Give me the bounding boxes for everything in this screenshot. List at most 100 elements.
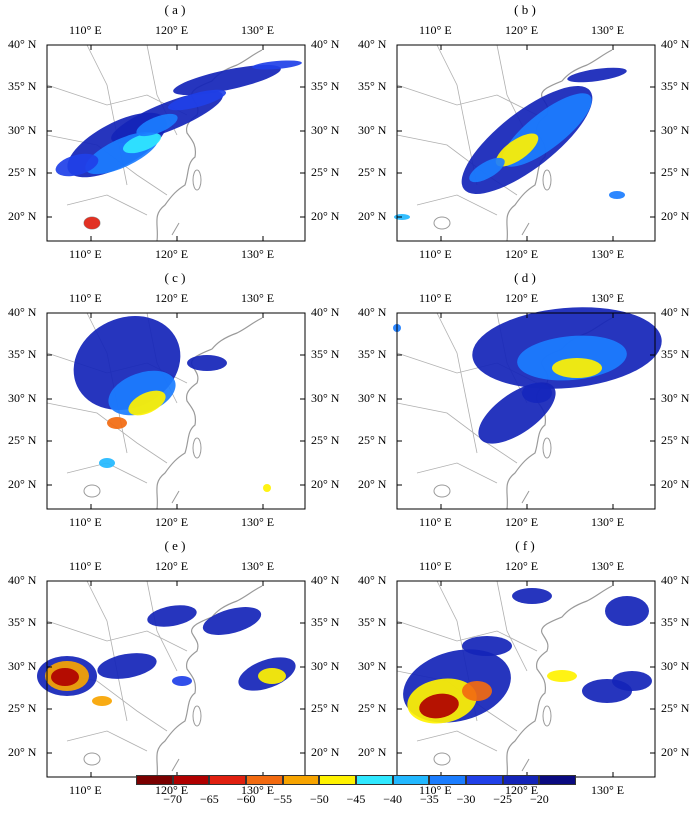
panel-label: ( c ) xyxy=(164,270,186,285)
lat-tick-label: 35° N xyxy=(311,615,340,629)
lat-tick-label: 40° N xyxy=(311,37,340,51)
lat-tick-label: 20° N xyxy=(8,745,37,759)
lon-tick-label: 120° E xyxy=(505,291,539,305)
cloud-area xyxy=(173,64,281,96)
lon-tick-label: 120° E xyxy=(505,559,539,573)
province-border xyxy=(416,462,498,484)
lat-tick-label: 20° N xyxy=(661,477,690,491)
map-panel-c: ( c ) 110° E 110° E 120° E 120° E 130° E 130° … xyxy=(0,268,350,536)
map-panel-b: ( b ) 110° E 110° E 120° E 120° E 130° E 130° … xyxy=(350,0,700,268)
colorbar-swatch xyxy=(282,775,320,785)
lat-tick-label: 35° N xyxy=(661,79,690,93)
colorbar-label: −70 xyxy=(163,792,183,806)
map-frame xyxy=(46,44,306,242)
lon-tick-label: 120° E xyxy=(155,783,189,797)
cloud-area xyxy=(462,636,512,656)
coastline xyxy=(156,317,263,510)
lon-tick-label: 110° E xyxy=(69,291,102,305)
cloud-area xyxy=(609,191,625,199)
colorbar-swatch xyxy=(209,775,246,785)
cloud-area xyxy=(495,133,539,167)
taiwan-island xyxy=(542,705,552,727)
map-frame xyxy=(46,312,306,510)
colorbar-label: −45 xyxy=(346,792,366,806)
lat-tick-label: 35° N xyxy=(661,347,690,361)
island-chain-line xyxy=(171,758,180,772)
cloud-area xyxy=(123,132,161,154)
map-panel-d: ( d ) 110° E 110° E 120° E 120° E 130° E 130° … xyxy=(350,268,700,536)
lat-tick-label: 30° N xyxy=(311,659,340,673)
map-plot xyxy=(37,580,306,778)
cloud-area xyxy=(512,588,552,604)
province-border xyxy=(496,580,528,672)
cloud-area xyxy=(252,60,302,70)
lat-tick-label: 40° N xyxy=(358,573,387,587)
lat-tick-label: 40° N xyxy=(311,573,340,587)
lat-tick-label: 30° N xyxy=(661,123,690,137)
cloud-area xyxy=(547,670,577,682)
lat-tick-label: 25° N xyxy=(661,433,690,447)
lat-tick-label: 25° N xyxy=(8,433,37,447)
lat-tick-label: 25° N xyxy=(8,165,37,179)
taiwan-island xyxy=(542,169,552,191)
cloud-area xyxy=(552,358,602,378)
colorbar-swatch xyxy=(502,775,540,785)
map-panel-a: ( a ) 110° E 110° E 120° E 120° E 130° E 130° … xyxy=(0,0,350,268)
map-plot xyxy=(46,44,306,242)
cloud-area xyxy=(128,390,166,416)
colorbar-label: −55 xyxy=(273,792,293,806)
lat-tick-label: 30° N xyxy=(661,391,690,405)
lon-tick-label: 130° E xyxy=(591,515,625,529)
lon-tick-label: 120° E xyxy=(505,23,539,37)
taiwan-island xyxy=(192,437,202,459)
lon-tick-label: 130° E xyxy=(591,23,625,37)
lat-tick-label: 25° N xyxy=(311,701,340,715)
lat-tick-label: 20° N xyxy=(661,209,690,223)
lon-tick-label: 110° E xyxy=(419,23,452,37)
lat-tick-label: 40° N xyxy=(661,573,690,587)
province-border xyxy=(436,312,478,454)
lon-tick-label: 110° E xyxy=(69,559,102,573)
lon-tick-label: 130° E xyxy=(241,291,275,305)
lon-tick-label: 130° E xyxy=(591,247,625,261)
island-chain-line xyxy=(171,222,180,236)
colorbar-label: −25 xyxy=(493,792,513,806)
cloud-area xyxy=(263,484,271,492)
hainan-island xyxy=(433,484,451,498)
province-border xyxy=(146,580,178,672)
map-plot xyxy=(46,312,306,510)
province-border xyxy=(66,730,148,752)
colorbar-label: −40 xyxy=(383,792,403,806)
lon-tick-label: 110° E xyxy=(419,291,452,305)
lat-tick-label: 35° N xyxy=(8,615,37,629)
lon-tick-label: 130° E xyxy=(241,247,275,261)
cloud-area xyxy=(202,607,262,635)
lat-tick-label: 20° N xyxy=(358,477,387,491)
lat-tick-label: 20° N xyxy=(8,209,37,223)
lat-tick-label: 35° N xyxy=(358,347,387,361)
map-plot xyxy=(394,44,656,242)
province-border xyxy=(396,620,538,652)
cloud-area xyxy=(51,668,79,686)
colorbar-label: −60 xyxy=(236,792,256,806)
island-chain-line xyxy=(171,490,180,504)
colorbar-label: −30 xyxy=(456,792,476,806)
lon-tick-label: 130° E xyxy=(241,23,275,37)
colorbar-swatch xyxy=(356,775,393,785)
lon-tick-label: 130° E xyxy=(241,515,275,529)
cloud-area xyxy=(612,671,652,691)
lat-tick-label: 35° N xyxy=(311,79,340,93)
cloud-area xyxy=(136,113,178,137)
lat-tick-label: 30° N xyxy=(311,123,340,137)
lat-tick-label: 30° N xyxy=(661,659,690,673)
lat-tick-label: 40° N xyxy=(661,37,690,51)
map-frame xyxy=(396,312,656,510)
lat-tick-label: 40° N xyxy=(661,305,690,319)
lat-tick-label: 40° N xyxy=(358,305,387,319)
cloud-area xyxy=(92,696,112,706)
lon-tick-label: 110° E xyxy=(419,559,452,573)
lon-tick-label: 130° E xyxy=(241,783,275,797)
cloud-area xyxy=(258,668,286,684)
lon-tick-label: 110° E xyxy=(419,783,452,797)
colorbar-swatch xyxy=(466,775,503,785)
